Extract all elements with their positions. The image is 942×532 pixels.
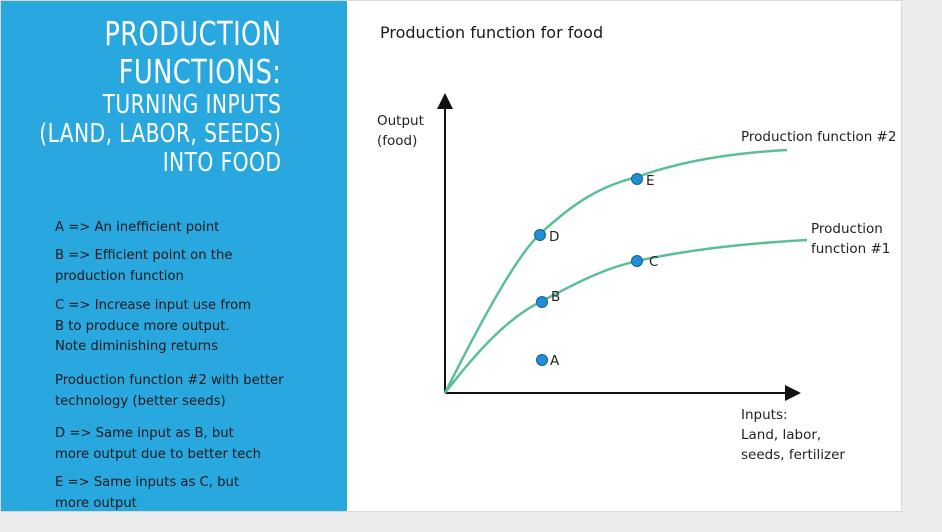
- point-b: B: [536, 289, 560, 308]
- point-c: C: [631, 254, 658, 270]
- note-e: E => Same inputs as C, but more output: [55, 475, 240, 511]
- note-b: B => Efficient point on the production f…: [55, 248, 233, 284]
- note-d: D => Same input as B, but more output du…: [55, 426, 261, 462]
- production-diagram: A B C D E Output (food) Inputs: Land, la…: [377, 93, 896, 463]
- point-c-label: C: [649, 254, 658, 270]
- x-axis-label-line1: Inputs:: [741, 407, 788, 423]
- title-line: PRODUCTION: [103, 14, 281, 53]
- subtitle-line: INTO FOOD: [162, 148, 281, 178]
- point-d: D: [534, 229, 559, 245]
- y-axis-label-line2: (food): [377, 133, 417, 149]
- point-e-label: E: [646, 173, 655, 189]
- title-line: FUNCTIONS:: [118, 52, 281, 91]
- curve-2-label: Production function #2: [741, 129, 896, 145]
- note-a: A => An inefficient point: [55, 220, 220, 235]
- note-c: C => Increase input use from B to produc…: [55, 298, 252, 354]
- point-d-label: D: [549, 229, 559, 245]
- slide: PRODUCTION FUNCTIONS: TURNING INPUTS (LA…: [0, 0, 902, 512]
- title-panel: PRODUCTION FUNCTIONS: TURNING INPUTS (LA…: [1, 1, 347, 511]
- note-pf2: Production function #2 with better techn…: [55, 373, 284, 409]
- x-axis-label-line2: Land, labor,: [741, 427, 821, 443]
- curve-1-label-line1: Production: [811, 221, 883, 237]
- production-function-2-curve: [443, 148, 788, 394]
- slide-title: PRODUCTION FUNCTIONS: TURNING INPUTS (LA…: [1, 14, 281, 178]
- point-e: E: [631, 173, 655, 189]
- point-a-label: A: [550, 353, 560, 369]
- production-function-1-curve: [444, 238, 808, 394]
- curve-1-label-line2: function #1: [811, 241, 890, 257]
- point-b-label: B: [551, 289, 560, 305]
- y-axis-label-line1: Output: [377, 113, 424, 129]
- subtitle-line: (LAND, LABOR, SEEDS): [38, 119, 281, 149]
- subtitle-line: TURNING INPUTS: [102, 90, 281, 120]
- diagram-title: Production function for food: [380, 23, 604, 42]
- x-axis-label-line3: seeds, fertilizer: [741, 447, 845, 463]
- point-a: A: [536, 353, 560, 369]
